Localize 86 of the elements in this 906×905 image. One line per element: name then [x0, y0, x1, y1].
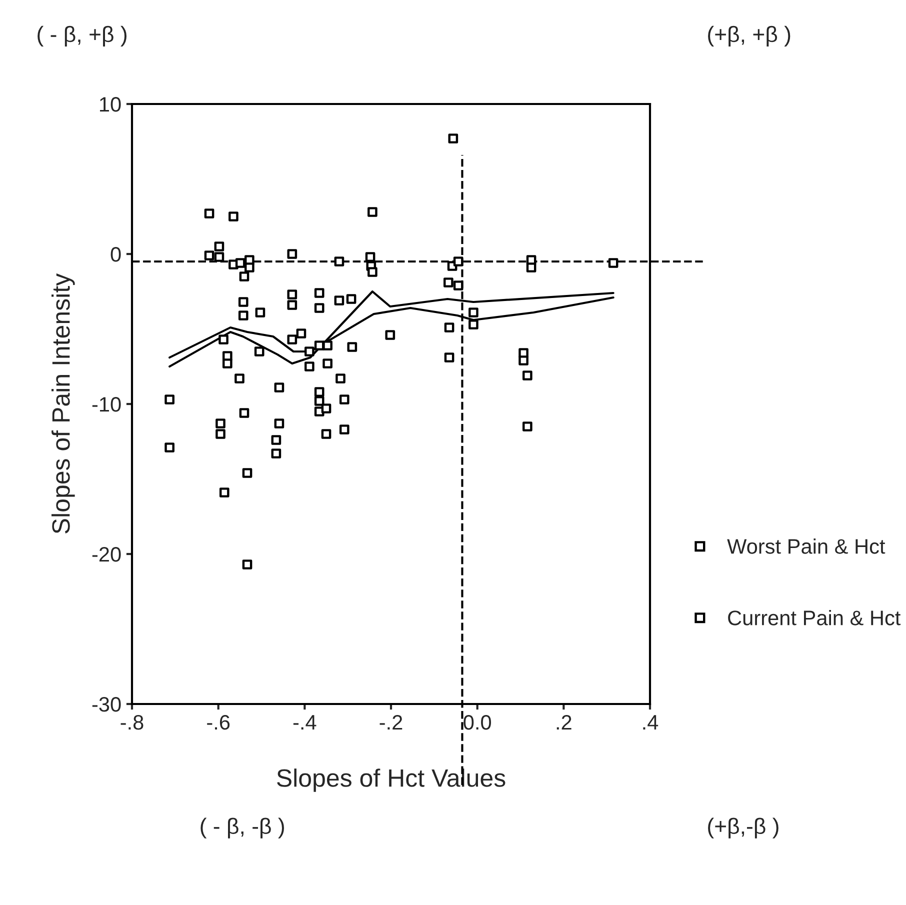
x-tick-label: -.8: [120, 714, 144, 730]
legend-label: Current Pain & Hct: [728, 610, 901, 626]
point: [346, 294, 356, 304]
point: [368, 207, 378, 217]
point: [164, 442, 174, 452]
point: [287, 300, 298, 310]
text: ( - β, +β ): [38, 26, 126, 47]
y-tick-label: -30: [92, 697, 121, 712]
text: (+β,-β ): [708, 818, 778, 838]
point: [304, 346, 314, 356]
point: [228, 212, 238, 222]
x-tick-label: -.2: [380, 714, 402, 730]
point: [238, 297, 248, 307]
point: [321, 429, 332, 439]
point: [271, 448, 282, 458]
point: [522, 422, 532, 432]
point: [287, 334, 298, 344]
y-tick-label: -10: [92, 397, 121, 412]
point: [304, 362, 314, 372]
point: [334, 296, 344, 306]
point: [314, 303, 324, 313]
point: [204, 250, 214, 260]
point: [219, 488, 230, 498]
point: [235, 258, 246, 268]
point: [244, 262, 254, 272]
point: [339, 394, 350, 404]
point: [287, 249, 298, 259]
point: [214, 252, 224, 262]
point: [314, 396, 324, 406]
x-tick-label: -.6: [207, 714, 230, 730]
legend-label: Worst Pain & Hct: [727, 538, 886, 554]
point: [453, 256, 464, 266]
point: [347, 342, 358, 352]
point: [368, 267, 378, 277]
point: [242, 560, 252, 570]
point: [274, 382, 284, 392]
point: [448, 134, 458, 144]
point: [254, 346, 264, 356]
point: [287, 290, 298, 300]
point: [216, 429, 226, 439]
point: [222, 358, 232, 368]
y-tick-label: 10: [100, 97, 121, 112]
point: [239, 408, 250, 418]
point: [314, 288, 324, 298]
text: (+β, +β ): [708, 26, 790, 47]
y-tick-label: -20: [92, 547, 121, 562]
y-axis-title: Slopes of Pain Intensity: [52, 273, 75, 534]
point: [214, 242, 224, 252]
point: [274, 418, 284, 428]
point: [526, 262, 536, 272]
point: [322, 358, 332, 368]
point: [468, 308, 478, 318]
text: ( - β, -β ): [200, 818, 284, 838]
x-tick-label: -.4: [293, 715, 316, 730]
point: [204, 208, 214, 218]
point: [468, 320, 478, 330]
point: [608, 258, 618, 268]
point: [385, 330, 396, 340]
point: [339, 424, 350, 434]
y-tick-label: 0: [110, 247, 121, 262]
point: [444, 322, 454, 332]
point: [522, 370, 532, 380]
point: [234, 374, 244, 384]
point: [365, 252, 376, 262]
x-tick-label: .4: [643, 715, 658, 730]
x-tick-label: 0.0: [464, 714, 491, 730]
point: [218, 334, 228, 344]
point: [518, 356, 528, 366]
point: [322, 340, 332, 350]
point: [336, 374, 346, 384]
point: [334, 256, 344, 266]
point: [164, 394, 174, 404]
point: [443, 278, 454, 288]
x-tick-label: .2: [556, 714, 572, 730]
point: [255, 308, 266, 318]
x-axis-title: Slopes of Hct Values: [277, 768, 506, 792]
point: [216, 418, 226, 428]
point: [444, 352, 454, 362]
point: [453, 280, 464, 290]
point: [242, 468, 252, 478]
point: [314, 387, 324, 397]
point: [321, 404, 332, 414]
point: [239, 272, 250, 282]
point: [238, 310, 248, 320]
point: [271, 435, 282, 445]
point: [296, 328, 306, 338]
